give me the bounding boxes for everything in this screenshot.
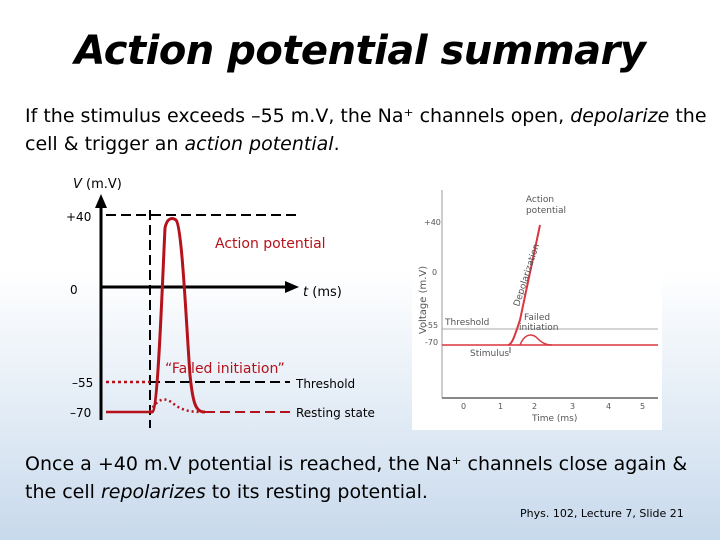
reference-xtick-2: 2 bbox=[532, 402, 537, 411]
reference-failed-curve bbox=[519, 334, 553, 346]
reference-label-stimulus: Stimulus bbox=[470, 349, 509, 359]
intro-emphasis-depolarize: depolarize bbox=[570, 105, 670, 127]
label-resting-state: Resting state bbox=[296, 406, 375, 420]
reference-ytick-minus70: -70 bbox=[425, 338, 438, 347]
tick-minus70: –70 bbox=[70, 406, 91, 420]
reference-ytick-zero: 0 bbox=[432, 268, 437, 277]
failed-initiation-curve bbox=[148, 398, 206, 414]
reference-action-potential-curve bbox=[507, 224, 541, 346]
intro-emphasis-action-potential: action potential bbox=[184, 133, 334, 155]
slide-title: Action potential summary bbox=[74, 28, 646, 74]
reference-label-threshold: Threshold bbox=[444, 318, 489, 328]
outro-paragraph: Once a +40 m.V potential is reached, the… bbox=[25, 450, 715, 506]
x-axis-arrow bbox=[285, 281, 299, 293]
intro-text-3: . bbox=[333, 133, 340, 155]
intro-paragraph: If the stimulus exceeds –55 m.V, the Na⁺… bbox=[25, 102, 715, 158]
label-threshold: Threshold bbox=[295, 377, 355, 391]
tick-plus40: +40 bbox=[66, 210, 91, 224]
reference-label-action-line2: potential bbox=[526, 206, 566, 216]
outro-text-1: Once a +40 m.V potential is reached, the… bbox=[25, 453, 688, 503]
reference-xtick-1: 1 bbox=[498, 402, 503, 411]
reference-xtick-4: 4 bbox=[606, 402, 611, 411]
intro-text-1: If the stimulus exceeds –55 m.V, the Na⁺… bbox=[25, 105, 571, 127]
outro-emphasis-repolarizes: repolarizes bbox=[100, 481, 206, 503]
y-axis-arrow bbox=[95, 194, 107, 208]
label-action-potential: Action potential bbox=[215, 236, 326, 252]
reference-background bbox=[412, 185, 662, 430]
reference-y-label: Voltage (m.V) bbox=[418, 266, 429, 334]
outro-text-2: to its resting potential. bbox=[205, 481, 428, 503]
reference-ytick-minus55: -55 bbox=[425, 321, 438, 330]
reference-figure: Voltage (m.V) +40 0 -55 -70 Threshold Ac… bbox=[412, 185, 662, 430]
reference-x-label: Time (ms) bbox=[531, 414, 577, 424]
reference-xtick-5: 5 bbox=[640, 402, 645, 411]
reference-label-action-line1: Action bbox=[526, 195, 554, 205]
y-axis-label: V (m.V) bbox=[73, 177, 122, 192]
slide-footer: Phys. 102, Lecture 7, Slide 21 bbox=[520, 507, 684, 520]
action-potential-curve bbox=[150, 217, 206, 414]
reference-label-failed-line1: Failed bbox=[524, 313, 550, 323]
tick-minus55: –55 bbox=[72, 376, 93, 390]
reference-xtick-3: 3 bbox=[570, 402, 575, 411]
reference-ytick-plus40: +40 bbox=[424, 218, 441, 227]
x-axis-label: t (ms) bbox=[303, 285, 342, 300]
label-failed-initiation: “Failed initiation” bbox=[165, 361, 285, 377]
intro-text-2: the cell & trigger an bbox=[25, 105, 707, 155]
reference-xtick-0: 0 bbox=[461, 402, 466, 411]
tick-zero: 0 bbox=[70, 283, 78, 297]
action-potential-diagram: V (m.V) t (ms) +40 0 –55 –70 Action pote… bbox=[66, 177, 375, 428]
reference-label-failed-line2: initiation bbox=[519, 323, 559, 333]
